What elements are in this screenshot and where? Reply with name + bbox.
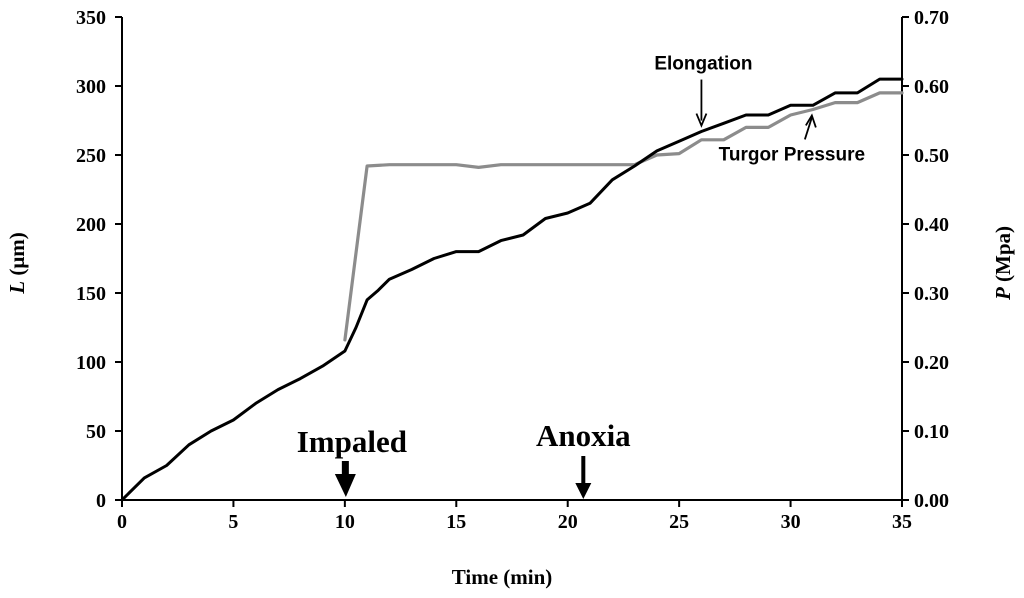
right-axis-title: P (Mpa) xyxy=(991,226,1015,301)
x-tick-label: 35 xyxy=(892,511,912,533)
left-y-tick-label: 0 xyxy=(96,490,106,512)
left-y-tick-label: 200 xyxy=(76,214,106,236)
right-y-tick-label: 0.30 xyxy=(914,283,949,305)
x-tick-label: 25 xyxy=(669,511,689,533)
x-axis-title: Time (min) xyxy=(452,565,553,589)
axis-ticks: 0 5 10 15 20 25 30 350501001502002503003500.000… xyxy=(76,7,949,533)
x-tick-label: 20 xyxy=(558,511,578,533)
annotation-turgor-pressure-arrow-head xyxy=(805,113,817,128)
right-y-tick-label: 0.60 xyxy=(914,76,949,98)
right-axis-variable: P xyxy=(991,287,1015,301)
plot-frame xyxy=(121,17,903,501)
x-tick-label: 5 xyxy=(228,511,238,533)
left-axis-title-text: L (μm) xyxy=(5,232,29,294)
right-y-tick-label: 0.40 xyxy=(914,214,949,236)
left-y-tick-label: 100 xyxy=(76,352,106,374)
right-y-tick-label: 0.00 xyxy=(914,490,949,512)
x-tick-label: 10 xyxy=(335,511,355,533)
annotation-elongation: Elongation xyxy=(654,54,752,75)
right-y-tick-label: 0.10 xyxy=(914,421,949,443)
left-y-tick-label: 50 xyxy=(86,421,106,443)
right-axis-unit: (Mpa) xyxy=(991,226,1015,287)
right-axis-title-text: P (Mpa) xyxy=(991,226,1015,301)
annotation-elongation-arrow-head xyxy=(695,113,708,128)
event-arrow-anoxia xyxy=(575,456,592,499)
series-line-elongation xyxy=(120,77,904,502)
annotation-layer: Elongation Turgor Pressure Impaled Anoxia xyxy=(297,54,865,499)
left-y-tick-label: 350 xyxy=(76,7,106,29)
event-label-impaled: Impaled xyxy=(297,424,407,459)
left-y-tick-label: 250 xyxy=(76,145,106,167)
series-layer xyxy=(120,77,904,502)
series-line-turgor-pressure xyxy=(343,91,904,342)
left-axis-unit: (μm) xyxy=(5,232,29,281)
x-tick-label: 30 xyxy=(781,511,801,533)
right-y-tick-label: 0.70 xyxy=(914,7,949,29)
right-y-tick-label: 0.20 xyxy=(914,352,949,374)
x-tick-label: 0 xyxy=(117,511,127,533)
left-y-tick-label: 150 xyxy=(76,283,106,305)
left-axis-title: L (μm) xyxy=(5,232,29,294)
event-arrow-impaled xyxy=(334,461,356,497)
left-axis-variable: L xyxy=(5,281,29,295)
annotation-turgor-pressure-arrow-line xyxy=(803,117,813,140)
left-y-tick-label: 300 xyxy=(76,76,106,98)
right-y-tick-label: 0.50 xyxy=(914,145,949,167)
annotation-turgor-pressure: Turgor Pressure xyxy=(719,144,865,165)
x-tick-label: 15 xyxy=(446,511,466,533)
event-label-anoxia: Anoxia xyxy=(536,418,631,453)
